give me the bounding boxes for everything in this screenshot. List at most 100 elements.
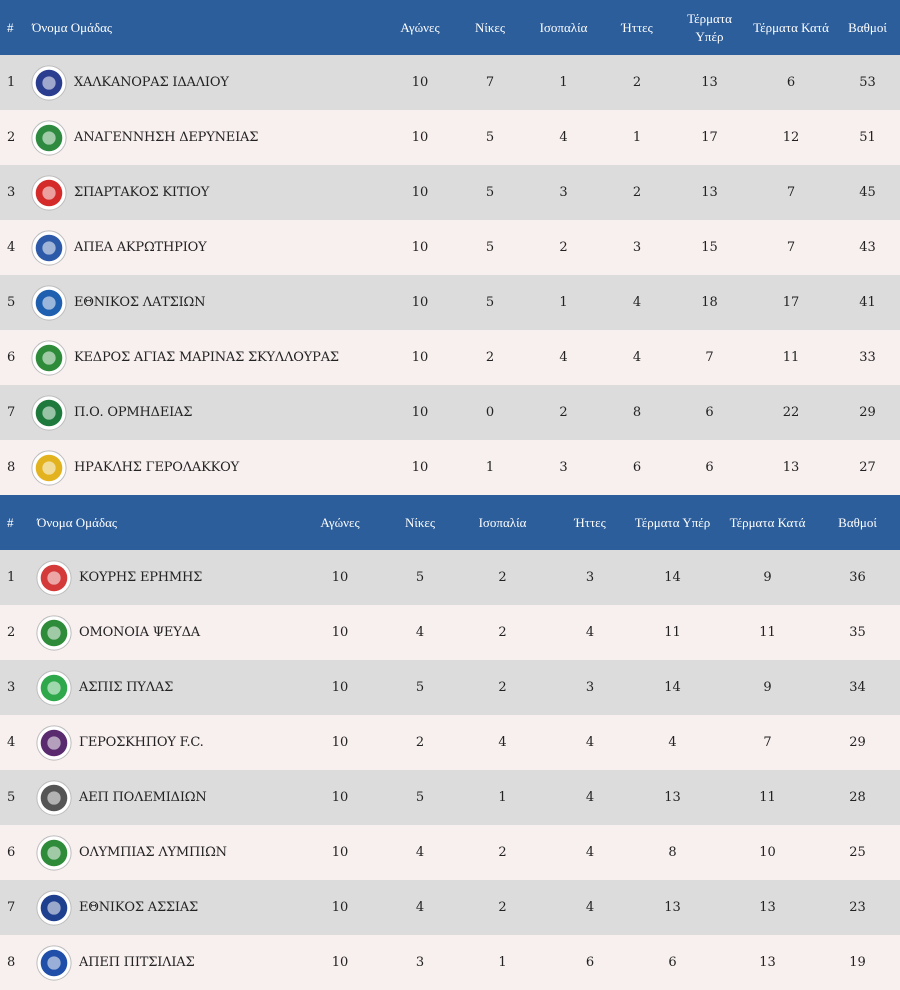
team-cell[interactable]: ΕΘΝΙΚΟΣ ΛΑΤΣΙΩΝ	[30, 275, 385, 330]
played-cell: 10	[411, 295, 429, 310]
rank-cell: 5	[7, 790, 16, 805]
team-cell[interactable]: Π.Ο. ΟΡΜΗΔΕΙΑΣ	[30, 385, 385, 440]
table-row[interactable]: 5 ΑΕΠ ΠΟΛΕΜΙΔΙΩΝ 10 5 1 4 13 11 28	[0, 770, 900, 825]
played-cell: 10	[331, 735, 349, 750]
played-cell: 10	[411, 130, 429, 145]
losses-cell: 4	[585, 735, 595, 750]
wins-cell: 5	[415, 680, 425, 695]
points-cell: 51	[859, 130, 876, 145]
table-row[interactable]: 6 ΟΛΥΜΠΙΑΣ ΛΥΜΠΙΩΝ 10 4 2 4 8 10 25	[0, 825, 900, 880]
col-header-team: Όνομα Ομάδας	[32, 19, 113, 35]
team-name[interactable]: ΣΠΑΡΤΑΚΟΣ ΚΙΤΙΟΥ	[74, 185, 210, 200]
team-cell[interactable]: ΚΕΔΡΟΣ ΑΓΙΑΣ ΜΑΡΙΝΑΣ ΣΚΥΛΛΟΥΡΑΣ	[30, 330, 385, 385]
played-cell: 10	[331, 900, 349, 915]
wins-cell: 0	[485, 405, 495, 420]
iraklis-crest-icon	[31, 449, 67, 486]
team-name[interactable]: ΕΘΝΙΚΟΣ ΛΑΤΣΙΩΝ	[74, 295, 206, 310]
table-row[interactable]: 4 ΓΕΡΟΣΚΗΠΟΥ F.C. 10 2 4 4 4 7 29	[0, 715, 900, 770]
wins-cell: 4	[415, 845, 425, 860]
draws-cell: 2	[498, 900, 507, 915]
table-row[interactable]: 1 ΚΟΥΡΗΣ ΕΡΗΜΗΣ 10 5 2 3 14 9 36	[0, 550, 900, 605]
losses-cell: 4	[585, 625, 595, 640]
team-cell[interactable]: ΣΠΑΡΤΑΚΟΣ ΚΙΤΙΟΥ	[30, 165, 385, 220]
rank-cell: 6	[7, 350, 16, 365]
draws-cell: 3	[559, 185, 568, 200]
table-row[interactable]: 3 ΣΠΑΡΤΑΚΟΣ ΚΙΤΙΟΥ 10 5 3 2 13 7 45	[0, 165, 900, 220]
goals-against-cell: 7	[786, 240, 796, 255]
goals-for-cell: 13	[701, 185, 718, 200]
wins-cell: 7	[485, 75, 495, 90]
team-cell[interactable]: ΑΣΠΙΣ ΠΥΛΑΣ	[35, 660, 290, 715]
team-cell[interactable]: ΧΑΛΚΑΝΟΡΑΣ ΙΔΑΛΙΟΥ	[30, 55, 385, 110]
table-row[interactable]: 6 ΚΕΔΡΟΣ ΑΓΙΑΣ ΜΑΡΙΝΑΣ ΣΚΥΛΛΟΥΡΑΣ 10 2 4 4 7 11…	[0, 330, 900, 385]
losses-cell: 3	[632, 240, 642, 255]
ethnikos-assias-icon	[36, 889, 72, 926]
played-cell: 10	[411, 240, 429, 255]
standings-table-group-1: # Όνομα Ομάδας Αγώνες Νίκες Ισοπαλία Ήττ…	[0, 0, 900, 495]
team-name[interactable]: ΓΕΡΟΣΚΗΠΟΥ F.C.	[79, 735, 204, 750]
draws-cell: 1	[559, 295, 568, 310]
team-name[interactable]: ΕΘΝΙΚΟΣ ΑΣΣΙΑΣ	[79, 900, 199, 915]
draws-cell: 2	[559, 240, 568, 255]
table-row[interactable]: 2 ΟΜΟΝΟΙΑ ΨΕΥΔΑ 10 4 2 4 11 11 35	[0, 605, 900, 660]
table-row[interactable]: 1 ΧΑΛΚΑΝΟΡΑΣ ΙΔΑΛΙΟΥ 10 7 1 2 13 6 53	[0, 55, 900, 110]
goals-against-cell: 17	[782, 295, 800, 310]
team-cell[interactable]: ΑΝΑΓΕΝΝΗΣΗ ΔΕΡΥΝΕΙΑΣ	[30, 110, 385, 165]
team-cell[interactable]: ΚΟΥΡΗΣ ΕΡΗΜΗΣ	[35, 550, 290, 605]
team-name[interactable]: ΚΟΥΡΗΣ ΕΡΗΜΗΣ	[79, 570, 203, 585]
wins-cell: 2	[485, 350, 495, 365]
table-row[interactable]: 8 ΗΡΑΚΛΗΣ ΓΕΡΟΛΑΚΚΟΥ 10 1 3 6 6 13 27	[0, 440, 900, 495]
team-name[interactable]: ΑΕΠ ΠΟΛΕΜΙΔΙΩΝ	[79, 790, 207, 805]
rank-cell: 6	[7, 845, 16, 860]
team-name[interactable]: ΟΛΥΜΠΙΑΣ ΛΥΜΠΙΩΝ	[79, 845, 227, 860]
table-row[interactable]: 8 ΑΠΕΠ ΠΙΤΣΙΛΙΑΣ 10 3 1 6 6 13 19	[0, 935, 900, 990]
ormideia-shield-icon	[31, 394, 67, 431]
team-name[interactable]: ΧΑΛΚΑΝΟΡΑΣ ΙΔΑΛΙΟΥ	[74, 75, 229, 90]
team-cell[interactable]: ΑΠΕΑ ΑΚΡΩΤΗΡΙΟΥ	[30, 220, 385, 275]
team-name[interactable]: ΟΜΟΝΟΙΑ ΨΕΥΔΑ	[79, 625, 200, 640]
played-cell: 10	[331, 790, 349, 805]
team-name[interactable]: ΗΡΑΚΛΗΣ ΓΕΡΟΛΑΚΚΟΥ	[74, 460, 239, 475]
goals-for-cell: 14	[664, 680, 681, 695]
table-row[interactable]: 3 ΑΣΠΙΣ ΠΥΛΑΣ 10 5 2 3 14 9 34	[0, 660, 900, 715]
team-cell[interactable]: ΕΘΝΙΚΟΣ ΑΣΣΙΑΣ	[35, 880, 290, 935]
draws-cell: 4	[559, 130, 568, 145]
played-cell: 10	[331, 680, 349, 695]
goals-for-cell: 6	[705, 405, 714, 420]
table-row[interactable]: 4 ΑΠΕΑ ΑΚΡΩΤΗΡΙΟΥ 10 5 2 3 15 7 43	[0, 220, 900, 275]
table-row[interactable]: 7 Π.Ο. ΟΡΜΗΔΕΙΑΣ 10 0 2 8 6 22 29	[0, 385, 900, 440]
team-name[interactable]: ΚΕΔΡΟΣ ΑΓΙΑΣ ΜΑΡΙΝΑΣ ΣΚΥΛΛΟΥΡΑΣ	[74, 350, 339, 365]
table-header-row: # Όνομα Ομάδας Αγώνες Νίκες Ισοπαλία Ήττ…	[0, 0, 900, 55]
losses-cell: 2	[632, 185, 642, 200]
goals-against-cell: 13	[759, 900, 776, 915]
team-cell[interactable]: ΗΡΑΚΛΗΣ ΓΕΡΟΛΑΚΚΟΥ	[30, 440, 385, 495]
spartakos-crest-icon	[31, 174, 67, 211]
team-name[interactable]: ΑΠΕΠ ΠΙΤΣΙΛΙΑΣ	[79, 955, 195, 970]
wins-cell: 3	[415, 955, 425, 970]
team-cell[interactable]: ΓΕΡΟΣΚΗΠΟΥ F.C.	[35, 715, 290, 770]
rank-cell: 7	[7, 405, 16, 420]
table-row[interactable]: 5 ΕΘΝΙΚΟΣ ΛΑΤΣΙΩΝ 10 5 1 4 18 17 41	[0, 275, 900, 330]
played-cell: 10	[411, 460, 429, 475]
geroskipou-crest-icon	[36, 724, 72, 761]
team-name[interactable]: Π.Ο. ΟΡΜΗΔΕΙΑΣ	[74, 405, 193, 420]
team-cell[interactable]: ΑΠΕΠ ΠΙΤΣΙΛΙΑΣ	[35, 935, 290, 990]
wins-cell: 5	[485, 240, 495, 255]
played-cell: 10	[331, 955, 349, 970]
team-cell[interactable]: ΑΕΠ ΠΟΛΕΜΙΔΙΩΝ	[35, 770, 290, 825]
team-cell[interactable]: ΟΛΥΜΠΙΑΣ ΛΥΜΠΙΩΝ	[35, 825, 290, 880]
team-cell[interactable]: ΟΜΟΝΟΙΑ ΨΕΥΔΑ	[35, 605, 290, 660]
team-name[interactable]: ΑΠΕΑ ΑΚΡΩΤΗΡΙΟΥ	[74, 240, 207, 255]
table-row[interactable]: 2 ΑΝΑΓΕΝΝΗΣΗ ΔΕΡΥΝΕΙΑΣ 10 5 4 1 17 12 51	[0, 110, 900, 165]
played-cell: 10	[411, 185, 429, 200]
rank-cell: 4	[7, 735, 16, 750]
team-name[interactable]: ΑΣΠΙΣ ΠΥΛΑΣ	[79, 680, 174, 695]
played-cell: 10	[331, 845, 349, 860]
col-header-rank: #	[7, 514, 14, 530]
aspis-shield-icon	[36, 669, 72, 706]
rank-cell: 1	[7, 75, 16, 90]
goals-for-cell: 11	[664, 625, 681, 640]
table-row[interactable]: 7 ΕΘΝΙΚΟΣ ΑΣΣΙΑΣ 10 4 2 4 13 13 23	[0, 880, 900, 935]
points-cell: 35	[849, 625, 866, 640]
team-name[interactable]: ΑΝΑΓΕΝΝΗΣΗ ΔΕΡΥΝΕΙΑΣ	[74, 130, 259, 145]
